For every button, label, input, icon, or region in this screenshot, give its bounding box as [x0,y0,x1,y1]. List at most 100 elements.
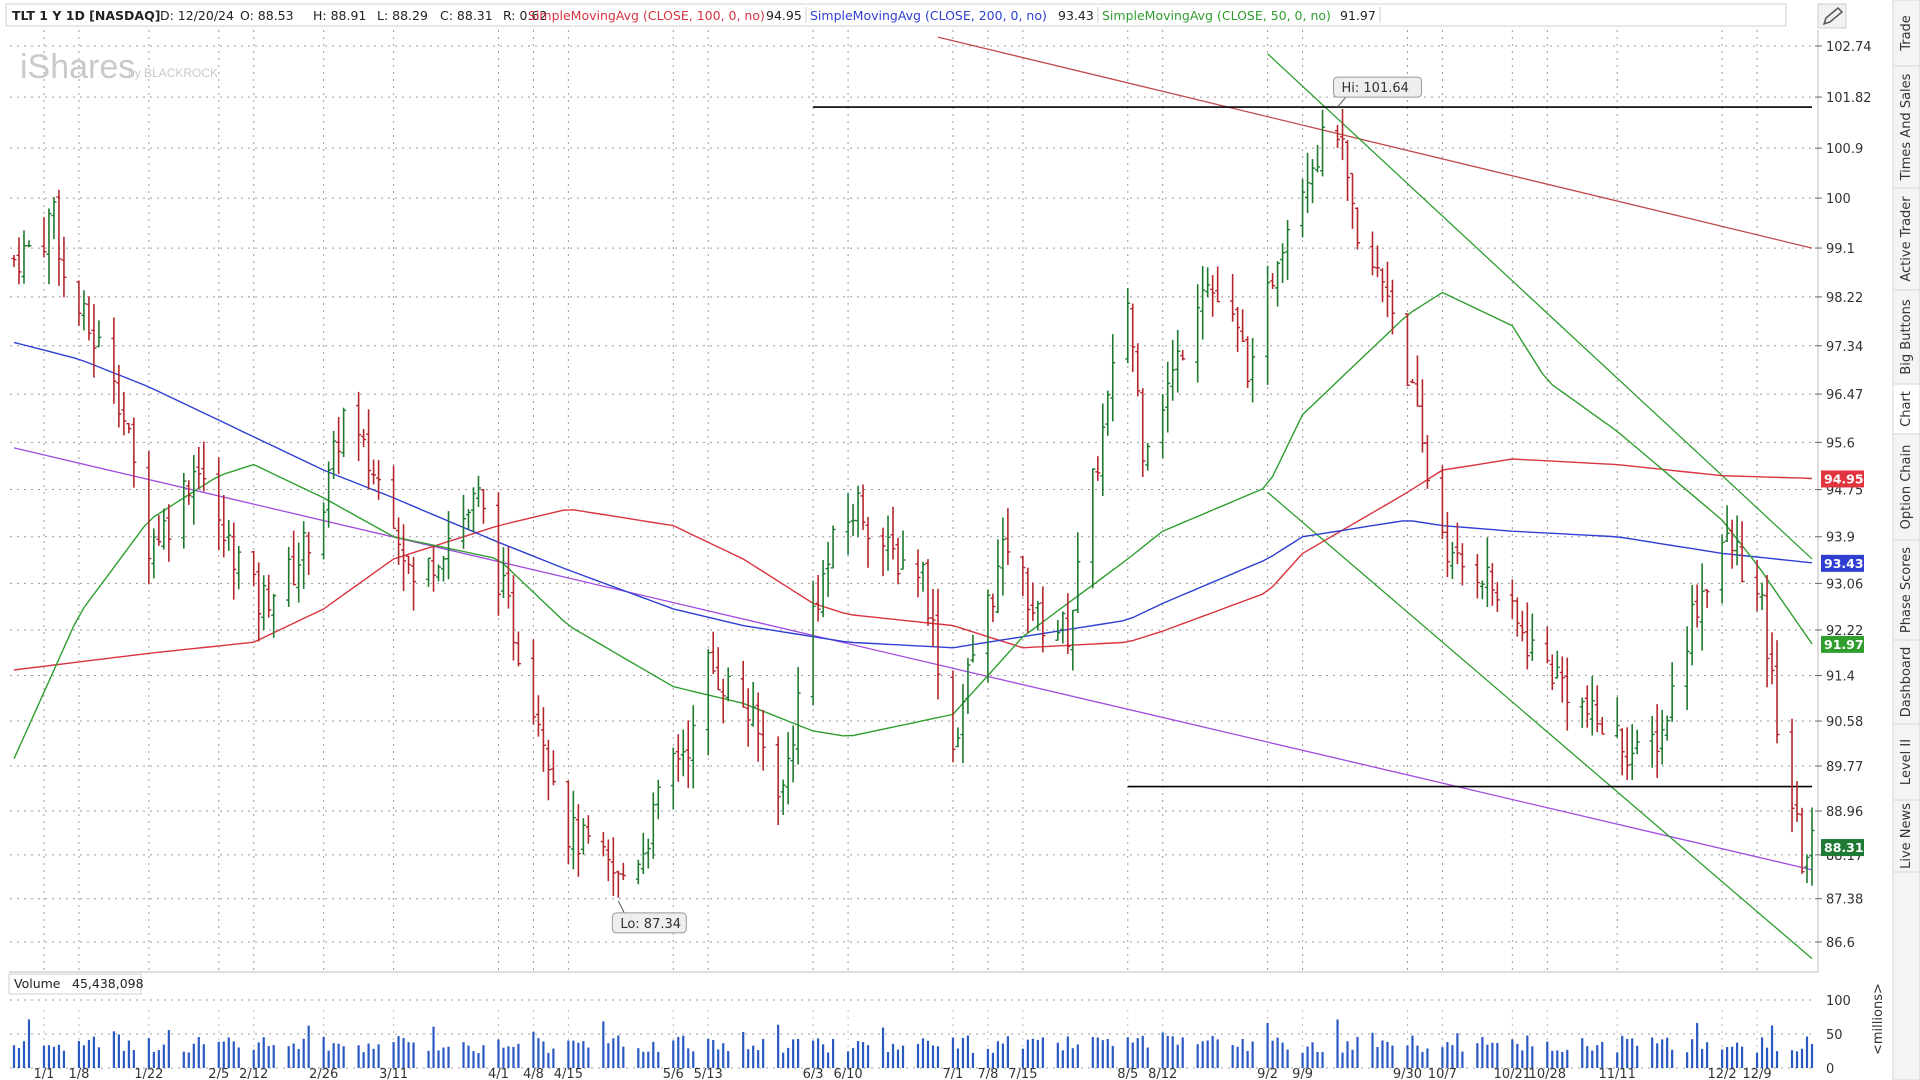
volume-tick-label: 50 [1826,1028,1843,1043]
side-tab-level-ii[interactable]: Level II [1892,723,1920,801]
study-value-2: 91.97 [1340,8,1376,23]
sma-100-line[interactable] [13,458,1813,671]
svg-text:Trade: Trade [1899,15,1914,52]
price-badge [1821,554,1864,572]
svg-text:Level II: Level II [1899,739,1914,785]
y-tick-label: 98.22 [1826,291,1863,306]
y-tick-label: 87.38 [1826,893,1863,908]
side-tab-big-buttons[interactable]: Big Buttons [1892,289,1920,385]
y-tick-label: 93.06 [1826,577,1863,592]
x-tick-label: 8/12 [1148,1067,1177,1080]
pencil-icon[interactable] [1817,3,1847,29]
x-tick-label: 11/11 [1598,1067,1635,1080]
x-tick-label: 7/15 [1008,1067,1037,1080]
x-tick-label: 9/9 [1292,1067,1313,1080]
x-tick-label: 10/28 [1529,1067,1566,1080]
volume-unit-label: <millions> [1871,983,1886,1055]
y-tick-label: 99.1 [1826,242,1855,257]
y-tick-label: 86.6 [1826,936,1855,951]
volume-pane[interactable]: Volume 45,438,098 100 50 0 <millions> [8,971,1886,1077]
volume-tick-label: 0 [1826,1062,1834,1077]
y-tick-label: 100 [1826,192,1851,207]
price-badge [1821,470,1864,488]
y-tick-label: 102.74 [1826,40,1872,55]
green-channel-lower-line[interactable] [1267,491,1813,960]
study-label-2[interactable]: SimpleMovingAvg (CLOSE, 50, 0, no) [1102,8,1331,23]
study-value-0: 94.95 [766,8,802,23]
x-tick-label: 4/8 [523,1067,544,1080]
open-label: O: 88.53 [240,8,294,23]
x-tick-label: 1/1 [34,1067,55,1080]
svg-text:Active Trader: Active Trader [1899,196,1914,282]
price-badge-text: 91.97 [1824,637,1864,652]
x-tick-label: 12/9 [1742,1067,1771,1080]
red-downtrend-line[interactable] [937,36,1813,249]
svg-text:Chart: Chart [1899,391,1914,427]
sma-200-line[interactable] [13,341,1813,649]
side-tab-phase-scores[interactable]: Phase Scores [1892,539,1920,641]
x-tick-label: 6/10 [833,1067,862,1080]
sma-50-line[interactable] [13,291,1813,760]
x-tick-label: 9/2 [1257,1067,1278,1080]
high-label: H: 88.91 [313,8,366,23]
side-tab-chart[interactable]: Chart [1892,383,1920,435]
price-pane[interactable]: iShares by BLACKROCK Hi: 101.64 Lo: 87.34 [9,30,1815,1070]
y-tick-label: 92.22 [1826,624,1863,639]
side-tab-active-trader[interactable]: Active Trader [1892,187,1920,291]
price-badge-text: 93.43 [1824,556,1864,571]
y-tick-label: 95.6 [1826,436,1855,451]
x-tick-label: 3/11 [379,1067,408,1080]
symbol-label[interactable]: TLT 1 Y 1D [NASDAQ] [12,8,160,23]
purple-downtrend-line[interactable] [13,447,1813,871]
side-tab-live-news[interactable]: Live News [1892,799,1920,873]
y-tick-label: 90.58 [1826,715,1863,730]
volume-label: Volume [14,976,61,991]
x-tick-label: 7/1 [942,1067,963,1080]
study-label-1[interactable]: SimpleMovingAvg (CLOSE, 200, 0, no) [810,8,1047,23]
y-tick-label: 91.4 [1826,670,1855,685]
x-tick-label: 5/6 [663,1067,684,1080]
low-label: L: 88.29 [377,8,428,23]
x-tick-label: 1/22 [134,1067,163,1080]
svg-text:Dashboard: Dashboard [1899,647,1914,718]
date-label: D: 12/20/24 [160,8,234,23]
y-tick-label: 100.9 [1826,142,1863,157]
price-badge [1821,839,1864,857]
lo-annotation [611,912,687,934]
x-tick-label: 2/12 [239,1067,268,1080]
close-label: C: 88.31 [440,8,493,23]
x-tick-label: 4/1 [488,1067,509,1080]
price-badge-text: 94.95 [1824,471,1864,486]
price-axis[interactable]: 102.74 101.82 100.9 100 99.1 98.22 97.34 96.47 9… [1815,30,1872,972]
x-tick-label: 2/5 [208,1067,229,1080]
y-tick-label: 96.47 [1826,388,1863,403]
x-tick-label: 12/2 [1707,1067,1736,1080]
side-tab-strip: Trade Times And Sales Active Trader Big But… [1892,0,1920,1080]
price-badge [1821,635,1864,653]
study-label-0[interactable]: SimpleMovingAvg (CLOSE, 100, 0, no) [528,8,765,23]
x-tick-label: 2/26 [309,1067,338,1080]
x-tick-label: 1/8 [68,1067,89,1080]
side-tab-times-and-sales[interactable]: Times And Sales [1892,65,1920,189]
header-bar: TLT 1 Y 1D [NASDAQ] D: 12/20/24 O: 88.53… [5,3,1787,27]
svg-text:Phase Scores: Phase Scores [1899,547,1914,633]
price-badge-text: 88.31 [1824,840,1864,855]
hi-annotation-text: Hi: 101.64 [1342,81,1409,96]
lo-annotation-text: Lo: 87.34 [620,917,681,932]
x-tick-label: 9/30 [1393,1067,1422,1080]
svg-text:iShares: iShares [20,48,135,86]
side-tab-trade[interactable]: Trade [1892,0,1920,67]
x-tick-label: 10/21 [1494,1067,1531,1080]
svg-text:by BLACKROCK: by BLACKROCK [128,66,218,80]
side-tab-dashboard[interactable]: Dashboard [1892,639,1920,725]
range-label: R: 0.62 [503,8,547,23]
svg-text:Option Chain: Option Chain [1899,445,1914,530]
green-channel-upper-line[interactable] [1267,53,1813,560]
side-tab-option-chain[interactable]: Option Chain [1892,433,1920,541]
y-tick-label: 93.9 [1826,531,1855,546]
svg-text:Big Buttons: Big Buttons [1899,299,1914,374]
volume-value: 45,438,098 [72,976,144,991]
y-tick-label: 89.77 [1826,760,1863,775]
